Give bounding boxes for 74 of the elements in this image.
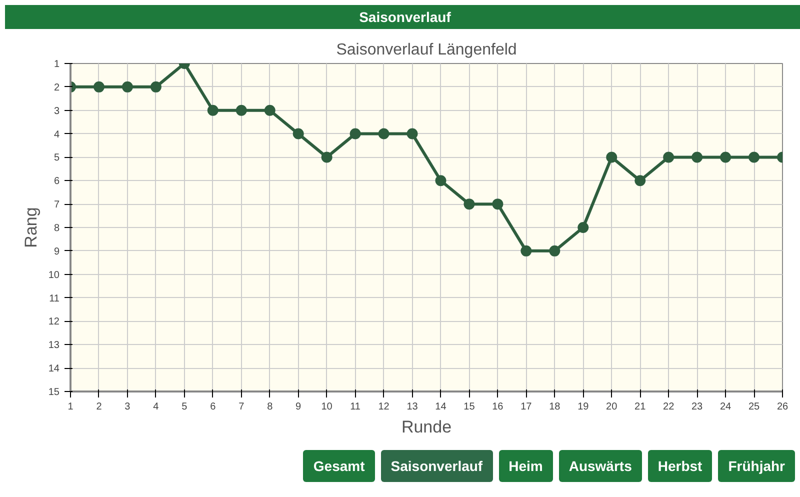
point [292, 128, 304, 140]
point [606, 152, 618, 163]
x-tick-label: 1 [68, 402, 74, 412]
y-tick-label: 6 [54, 176, 60, 188]
y-tick-label: 9 [54, 246, 60, 258]
y-tick-label: 2 [54, 82, 60, 94]
point [692, 152, 703, 163]
x-tick-label: 5 [182, 402, 188, 412]
x-tick-label: 19 [578, 402, 590, 412]
x-tick-label: 23 [692, 402, 704, 412]
point [464, 198, 475, 210]
x-tick-label: 4 [153, 402, 160, 412]
x-axis-title: Runde [401, 418, 452, 436]
point [93, 81, 104, 92]
text: Gesamt [303, 450, 375, 482]
point [549, 245, 560, 256]
y-tick-label: 4 [54, 129, 60, 140]
point [492, 198, 504, 210]
y-tick-label: 5 [54, 152, 60, 164]
text: Frühjahr [718, 450, 795, 482]
x-tick-label: 2 [96, 402, 102, 412]
text: Heim [498, 450, 553, 482]
y-tick-label: 15 [48, 387, 60, 398]
point [321, 152, 332, 163]
point [350, 128, 361, 140]
y-tick-label: 10 [48, 270, 60, 281]
point [748, 152, 760, 163]
x-tick-label: 12 [378, 402, 390, 412]
point [435, 175, 446, 186]
x-tick-label: 8 [267, 402, 274, 412]
point [720, 152, 732, 163]
x-tick-label: 17 [520, 402, 532, 412]
point [122, 81, 133, 92]
point [520, 245, 532, 256]
x-tick-label: 24 [720, 402, 732, 412]
x-tick-label: 11 [350, 402, 361, 412]
text: Saisonverlauf [359, 8, 451, 27]
text: Auswärts [558, 450, 642, 482]
y-tick-label: 1 [54, 59, 60, 70]
x-tick-label: 3 [124, 402, 131, 412]
point [264, 104, 276, 116]
x-tick-label: 7 [238, 402, 245, 412]
x-tick-label: 25 [748, 402, 760, 412]
x-tick-label: 20 [606, 402, 618, 412]
y-tick-label: 8 [54, 223, 60, 234]
point [406, 128, 418, 140]
x-tick-label: 13 [406, 402, 418, 412]
chart-title: Saisonverlauf Längenfeld [336, 42, 517, 58]
point [634, 175, 646, 186]
x-tick-label: 14 [435, 402, 447, 412]
x-tick-label: 10 [321, 402, 333, 412]
point [150, 81, 162, 92]
text: Herbst [648, 450, 712, 482]
point [578, 222, 589, 233]
point [207, 104, 218, 116]
point [663, 152, 674, 163]
y-tick-label: 3 [54, 106, 60, 117]
x-tick-label: 26 [776, 402, 788, 412]
y-tick-label: 13 [48, 340, 60, 352]
x-tick-label: 22 [663, 402, 675, 412]
point [378, 128, 390, 140]
x-tick-label: 9 [296, 402, 302, 412]
x-tick-label: 18 [549, 402, 561, 412]
y-tick-label: 7 [54, 200, 60, 211]
y-tick-label: 12 [48, 316, 60, 328]
text: Saisonverlauf [380, 450, 493, 482]
point [236, 104, 247, 116]
y-axis-title: Rang [21, 207, 40, 248]
y-tick-label: 11 [49, 293, 60, 304]
y-tick-label: 14 [48, 364, 60, 375]
x-tick-label: 15 [464, 402, 476, 412]
x-tick-label: 6 [210, 402, 216, 412]
x-tick-label: 21 [634, 402, 646, 412]
x-tick-label: 16 [492, 402, 504, 412]
